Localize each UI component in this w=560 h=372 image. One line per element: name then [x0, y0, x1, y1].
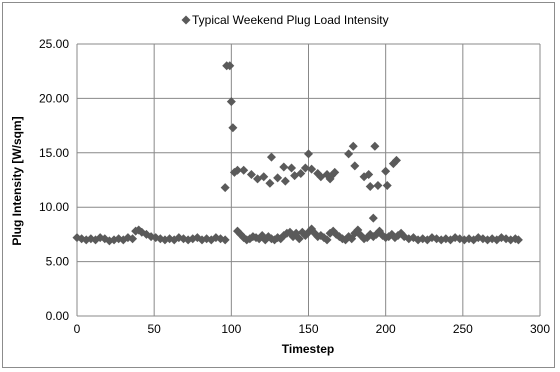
data-point — [350, 161, 360, 171]
x-tick-label: 150 — [298, 322, 318, 336]
x-tick-label: 300 — [530, 322, 550, 336]
gridlines — [76, 43, 541, 317]
data-point — [225, 61, 235, 71]
legend: Typical Weekend Plug Load Intensity — [181, 13, 389, 27]
y-axis-title: Plug Intensity [W/sqm] — [10, 116, 24, 245]
data-point — [259, 172, 269, 182]
data-point — [239, 165, 249, 175]
data-point — [266, 152, 276, 162]
y-tick-label: 10.00 — [39, 200, 69, 214]
data-point — [220, 183, 230, 193]
data-point — [273, 173, 283, 183]
y-tick-label: 25.00 — [39, 37, 69, 51]
data-point — [307, 164, 317, 174]
y-tick-label: 15.00 — [39, 146, 69, 160]
data-point — [246, 170, 256, 180]
x-axis-title: Timestep — [282, 342, 334, 356]
x-tick-label: 200 — [376, 322, 396, 336]
data-point — [279, 162, 289, 172]
data-point — [294, 234, 304, 244]
legend-marker — [181, 15, 191, 25]
data-point — [370, 141, 380, 151]
data-point — [226, 97, 236, 107]
data-point — [280, 176, 290, 186]
x-tick-label: 100 — [221, 322, 241, 336]
data-point — [128, 234, 138, 244]
data-point — [368, 213, 378, 223]
data-point — [348, 141, 358, 151]
x-tick-label: 0 — [74, 322, 81, 336]
y-tick-label: 0.00 — [46, 309, 70, 323]
data-point — [304, 149, 313, 159]
x-tick-label: 250 — [453, 322, 473, 336]
data-point — [506, 235, 516, 245]
data-point — [265, 178, 275, 188]
data-point — [322, 235, 332, 245]
data-point — [382, 180, 392, 190]
axes — [76, 44, 540, 317]
data-point — [330, 167, 340, 177]
data-point — [300, 163, 310, 173]
data-point — [365, 182, 375, 192]
data-point — [364, 170, 374, 180]
tick-labels: 0 50 100 150 200 250 300 0.00 5.00 10.00 15.00 20.0… — [39, 37, 550, 336]
data-point — [287, 163, 297, 173]
data-point — [513, 235, 523, 245]
data-point — [381, 166, 391, 176]
data-point — [344, 149, 354, 159]
y-tick-label: 5.00 — [46, 255, 70, 269]
data-point — [296, 168, 306, 178]
data-point — [391, 155, 401, 165]
data-point — [228, 123, 238, 133]
data-points — [72, 61, 523, 246]
data-point — [233, 165, 243, 175]
y-tick-label: 20.00 — [39, 91, 69, 105]
data-point — [220, 235, 230, 245]
x-tick-label: 50 — [147, 322, 161, 336]
data-point — [373, 180, 383, 190]
legend-label: Typical Weekend Plug Load Intensity — [192, 13, 389, 27]
